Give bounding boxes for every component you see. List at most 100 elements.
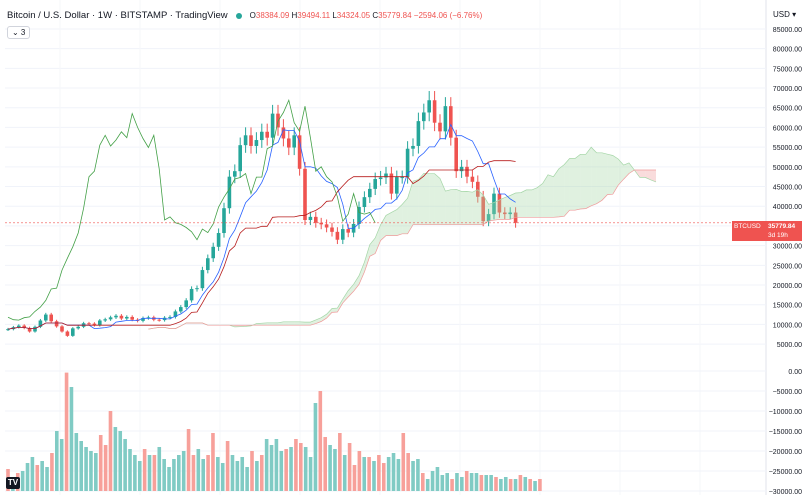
price-tick-label: 55000.00: [773, 145, 802, 152]
cloud-segment: [456, 189, 462, 225]
volume-bar: [216, 457, 220, 491]
volume-bar: [177, 455, 181, 491]
indicators-toggle-button[interactable]: ⌄ 3: [7, 26, 31, 39]
volume-bar: [323, 437, 327, 491]
candle-body: [92, 323, 97, 326]
volume-bar: [274, 439, 279, 491]
cloud-segment: [267, 322, 273, 326]
volume-bar: [377, 455, 381, 491]
candle-body: [114, 315, 118, 318]
cloud-segment: [488, 202, 494, 222]
cloud-segment: [283, 321, 289, 326]
cloud-segment: [629, 162, 635, 174]
volume-bar: [206, 455, 210, 491]
cloud-segment: [364, 244, 370, 273]
cloud-segment: [639, 169, 646, 178]
cloud-segment: [607, 154, 613, 195]
cloud-segment: [515, 192, 521, 218]
price-tag-price: 35779.84: [768, 223, 796, 230]
cloud-segment: [612, 155, 619, 195]
candle-body: [357, 207, 361, 224]
candle-body: [459, 166, 464, 172]
candle-body: [211, 246, 215, 259]
candle-body: [373, 179, 377, 189]
volume-bar: [25, 463, 30, 491]
volume-bar: [240, 457, 245, 491]
volume-bar: [479, 475, 484, 491]
volume-bar: [186, 429, 191, 491]
volume-bar: [372, 461, 376, 491]
volume-bar: [40, 461, 44, 491]
currency-selector[interactable]: USD ▾: [773, 10, 797, 19]
candle-body: [503, 212, 507, 215]
volume-bar: [259, 455, 264, 491]
volume-bar: [89, 451, 93, 491]
candle-body: [227, 176, 232, 209]
volume-tick-label: 0.00: [788, 369, 802, 376]
volume-bar: [191, 455, 196, 491]
volume-bar: [157, 447, 162, 491]
cloud-segment: [602, 152, 608, 201]
price-tick-label: 25000.00: [773, 263, 802, 270]
volume-bar: [294, 439, 298, 491]
price-tick-label: 70000.00: [773, 86, 802, 93]
price-tick-label: 75000.00: [773, 66, 802, 73]
volume-bar: [538, 479, 542, 491]
candle-body: [281, 127, 286, 139]
change-value: −2594.06 (−6.76%): [413, 11, 483, 20]
volume-bar: [103, 445, 108, 491]
cloud-segment: [645, 169, 651, 180]
candle-body: [141, 318, 145, 321]
cloud-segment: [423, 173, 430, 225]
cloud-segment: [650, 169, 656, 182]
candle-body: [71, 328, 75, 336]
candle-body: [216, 233, 221, 247]
volume-bar: [45, 467, 49, 491]
candle-body: [400, 177, 404, 179]
cloud-segment: [531, 187, 538, 218]
tradingview-logo-icon[interactable]: TV: [6, 477, 20, 489]
candle-body: [405, 148, 410, 178]
cloud-segment: [326, 308, 332, 319]
volume-bar: [152, 455, 157, 491]
cloud-segment: [272, 322, 278, 326]
cloud-segment: [521, 189, 527, 218]
volume-bar: [289, 447, 293, 491]
open-value: 38384.09: [255, 11, 290, 20]
cloud-segment: [440, 178, 446, 225]
volume-bar: [133, 455, 137, 491]
price-tick-label: 80000.00: [773, 47, 802, 54]
candle-body: [189, 288, 194, 301]
cloud-segment: [585, 147, 592, 209]
candle-body: [324, 224, 329, 228]
candle-body: [481, 196, 485, 222]
candle-body: [260, 131, 264, 141]
volume-bar: [299, 443, 303, 491]
volume-bar: [342, 455, 347, 491]
candle-body: [65, 331, 70, 336]
candle-body: [238, 145, 242, 172]
cloud-segment: [332, 308, 338, 313]
volume-bar: [484, 475, 489, 491]
volume-bar: [425, 479, 430, 491]
cloud-segment: [445, 189, 451, 225]
candle-body: [486, 214, 491, 222]
price-tag-countdown: 3d 19h: [768, 232, 788, 239]
volume-bar: [474, 473, 479, 491]
cloud-segment: [413, 179, 419, 225]
cloud-segment: [623, 162, 629, 180]
cloud-segment: [467, 191, 473, 225]
cloud-segment: [580, 154, 586, 209]
volume-bar: [162, 459, 166, 491]
cloud-segment: [375, 224, 381, 254]
volume-bar: [513, 479, 518, 491]
cloud-segment: [477, 189, 484, 225]
volume-bar: [118, 431, 123, 491]
cloud-segment: [369, 238, 376, 257]
volume-tick-label: −30000.00: [769, 489, 802, 495]
cloud-segment: [461, 191, 467, 225]
candle-body: [157, 319, 161, 321]
volume-bar: [279, 451, 284, 491]
cloud-segment: [342, 290, 349, 303]
volume-bar: [181, 451, 186, 491]
